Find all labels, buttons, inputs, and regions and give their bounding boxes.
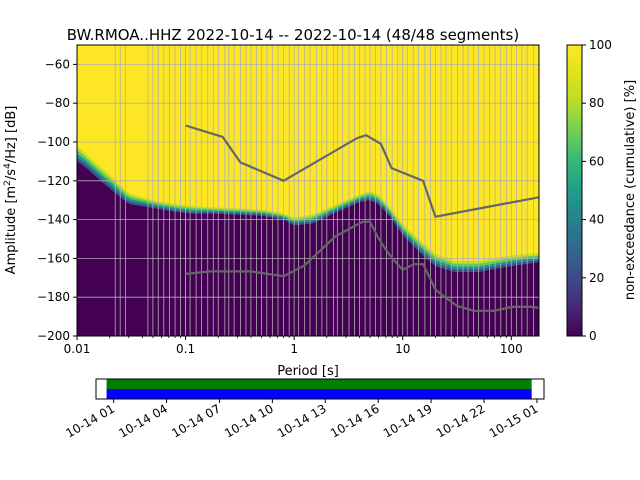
y-axis-label-part: /s xyxy=(4,169,19,180)
grid-lines xyxy=(77,45,539,336)
ppsd-heatmap xyxy=(77,145,539,336)
timeline-tick-label: 10-14 16 xyxy=(328,401,382,440)
y-axis-label-sup: 2 xyxy=(3,180,13,186)
colorbar-tick-label: 100 xyxy=(589,38,612,52)
y-tick-label: −80 xyxy=(45,96,70,110)
timeline-tick-label: 10-14 01 xyxy=(63,401,117,440)
ppsd-plot-area xyxy=(76,44,540,337)
timeline-tick-label: 10-14 07 xyxy=(169,401,223,440)
colorbar-label: non-exceedance (cumulative) [%] xyxy=(623,80,638,300)
y-tick-label: −100 xyxy=(37,135,70,149)
processed-coverage-bar xyxy=(106,389,532,399)
plot-frame xyxy=(76,44,540,337)
y-axis-label-part: Amplitude [m xyxy=(4,186,19,275)
timeline-tick-label: 10-14 04 xyxy=(116,401,170,440)
colorbar-gradient xyxy=(566,44,583,337)
y-tick-label: −60 xyxy=(45,57,70,71)
colorbar-tick-label: 80 xyxy=(589,96,604,110)
nhnm-line xyxy=(185,124,539,218)
colorbar-tick-label: 20 xyxy=(589,271,604,285)
y-axis-label-part: /Hz] [dB] xyxy=(4,106,19,164)
y-axis-label-sup: 4 xyxy=(3,163,13,169)
x-tick-label: 100 xyxy=(500,342,523,356)
timeline-frame xyxy=(95,378,545,400)
colorbar-tick-label: 40 xyxy=(589,213,604,227)
chart-title: BW.RMOA..HHZ 2022-10-14 -- 2022-10-14 (4… xyxy=(67,26,519,44)
x-tick-label: 1 xyxy=(290,342,298,356)
timeline-bars xyxy=(106,379,532,399)
colorbar: 0 20 40 60 80 100 non-exceedance (cumulative)… xyxy=(566,38,638,343)
timeline-tick-label: 10-14 19 xyxy=(381,401,435,440)
timeline-tick-label: 10-15 01 xyxy=(487,401,541,440)
ppsd-low-density-region xyxy=(77,161,539,336)
x-axis-label: Period [s] xyxy=(277,364,339,379)
y-tick-label: −180 xyxy=(37,290,70,304)
y-axis-label: Amplitude [m2/s4/Hz] [dB] xyxy=(3,106,19,275)
x-tick-label: 10 xyxy=(395,342,410,356)
colorbar-tick-label: 60 xyxy=(589,154,604,168)
timeline-tick-label: 10-14 10 xyxy=(222,401,276,440)
y-tick-label: −160 xyxy=(37,251,70,265)
x-tick-label: 0.01 xyxy=(64,342,91,356)
timeline-ticks: 10-14 01 10-14 04 10-14 07 10-14 10 10-14 13… xyxy=(63,399,540,441)
coverage-timeline: 10-14 01 10-14 04 10-14 07 10-14 10 10-14 13… xyxy=(63,378,545,441)
timeline-tick-label: 10-14 22 xyxy=(434,401,488,440)
data-coverage-bar xyxy=(106,379,532,389)
timeline-tick-label: 10-14 13 xyxy=(275,401,329,440)
noise-models xyxy=(185,124,539,312)
x-axis: 0.01 0.1 1 10 100 xyxy=(64,336,523,356)
colorbar-ticks: 0 20 40 60 80 100 xyxy=(582,38,612,343)
y-tick-label: −200 xyxy=(37,329,70,343)
y-axis: −200 −180 −160 −140 −120 −100 −80 −60 xyxy=(37,57,77,343)
nlnm-line xyxy=(185,220,539,312)
y-tick-label: −140 xyxy=(37,213,70,227)
y-tick-label: −120 xyxy=(37,174,70,188)
x-tick-label: 0.1 xyxy=(176,342,195,356)
colorbar-tick-label: 0 xyxy=(589,329,597,343)
